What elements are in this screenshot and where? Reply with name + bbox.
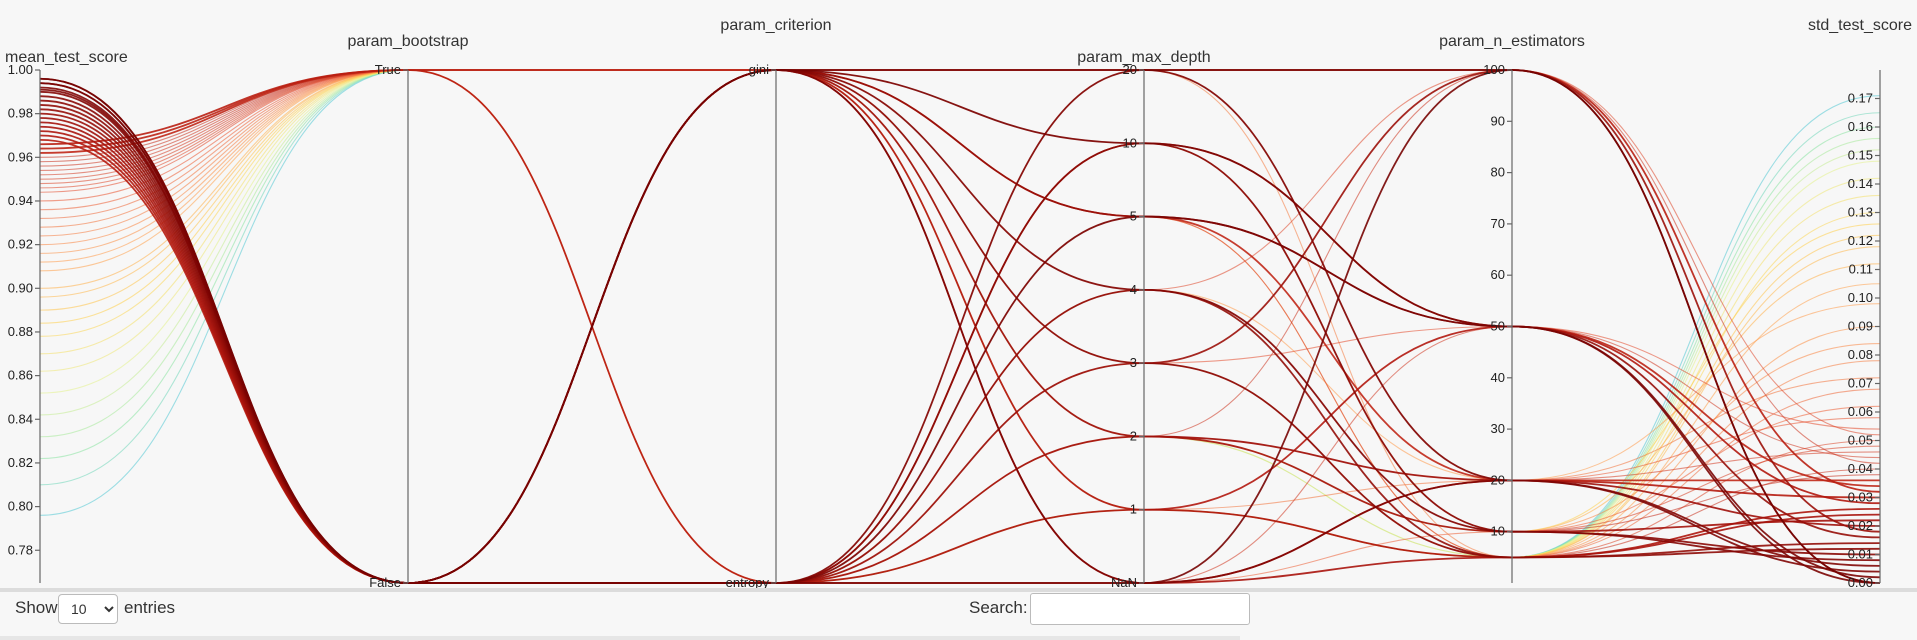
tick-label: 0.82 [8, 455, 33, 470]
tick-label: 0.00 [1848, 575, 1873, 588]
tick-label: NaN [1111, 575, 1137, 588]
tick-label: 50 [1491, 319, 1505, 334]
tick-label: 90 [1491, 113, 1505, 128]
tick-label: 0.86 [8, 368, 33, 383]
axis-title-param-criterion[interactable]: param_criterion [720, 17, 831, 34]
data-polyline [39, 69, 1881, 584]
entries-per-page-select[interactable]: 10 [58, 594, 118, 624]
tick-label: 1.00 [8, 62, 33, 77]
tick-label: 4 [1130, 282, 1137, 297]
tick-label: 20 [1123, 62, 1137, 77]
tick-label: gini [749, 62, 769, 77]
search-label: Search: [969, 598, 1028, 617]
table-top-border [0, 636, 1240, 640]
tick-label: 5 [1130, 209, 1137, 224]
tick-label: 0.02 [1848, 518, 1873, 533]
parallel-coordinates-plot[interactable]: mean_test_score 0.78 0.80 0.82 0.84 0.86 0.88 0… [0, 0, 1917, 588]
tick-label: 10 [1491, 524, 1505, 539]
tick-label: 100 [1483, 62, 1505, 77]
tick-label: 0.98 [8, 106, 33, 121]
tick-label: 0.06 [1848, 404, 1873, 419]
tick-label: 0.96 [8, 149, 33, 164]
data-polyline [39, 69, 1881, 533]
tick-label: 0.01 [1848, 547, 1873, 562]
plot-divider [0, 588, 1917, 592]
data-polyline [39, 69, 1881, 584]
tick-label: 0.94 [8, 193, 33, 208]
axis-title-param-bootstrap[interactable]: param_bootstrap [348, 33, 469, 50]
axis-title-param-max-depth[interactable]: param_max_depth [1077, 49, 1210, 66]
tick-label: 0.16 [1848, 119, 1873, 134]
tick-label: 0.92 [8, 237, 33, 252]
tick-label: 0.03 [1848, 490, 1873, 505]
table-controls: Show 10 entries Search: [0, 592, 1917, 640]
tick-label: 40 [1491, 370, 1505, 385]
tick-label: 0.80 [8, 499, 33, 514]
axis-title-std-test-score[interactable]: std_test_score [1808, 17, 1912, 34]
tick-label: 0.14 [1848, 176, 1873, 191]
tick-label: 80 [1491, 165, 1505, 180]
axis-title-param-n-estimators[interactable]: param_n_estimators [1439, 33, 1585, 50]
show-label: Show [15, 598, 58, 617]
tick-label: entropy [726, 575, 770, 588]
tick-label: 0.07 [1848, 376, 1873, 391]
entries-label: entries [124, 598, 176, 617]
data-polyline [39, 69, 1880, 482]
tick-label: 0.90 [8, 280, 33, 295]
data-polyline [39, 69, 1881, 533]
tick-label: False [369, 575, 401, 588]
tick-label: 0.88 [8, 324, 33, 339]
tick-label: 60 [1491, 267, 1505, 282]
data-polyline [39, 69, 1881, 493]
tick-label: 0.10 [1848, 290, 1873, 305]
tick-label: 0.17 [1848, 91, 1873, 106]
search-input[interactable] [1030, 593, 1250, 625]
tick-label: 0.15 [1848, 148, 1873, 163]
tick-label: 70 [1491, 216, 1505, 231]
axis-title-mean-test-score[interactable]: mean_test_score [5, 49, 128, 66]
axes-layer: mean_test_score 0.78 0.80 0.82 0.84 0.86 0.88 0… [5, 17, 1912, 588]
polylines-layer [39, 69, 1881, 584]
tick-label: 0.78 [8, 542, 33, 557]
tick-label: 0.05 [1848, 433, 1873, 448]
tick-label: 0.11 [1849, 262, 1873, 277]
tick-label: 0.13 [1848, 205, 1873, 220]
tick-label: 0.09 [1848, 319, 1873, 334]
tick-label: 0.04 [1848, 461, 1873, 476]
tick-label: 0.08 [1848, 347, 1873, 362]
tick-label: 20 [1491, 472, 1505, 487]
tick-label: 10 [1123, 135, 1137, 150]
tick-label: 2 [1130, 428, 1137, 443]
data-polyline [39, 69, 1881, 481]
tick-label: 3 [1130, 355, 1137, 370]
tick-label: True [375, 62, 401, 77]
tick-label: 0.84 [8, 411, 33, 426]
tick-label: 0.12 [1848, 233, 1873, 248]
plot-svg: mean_test_score 0.78 0.80 0.82 0.84 0.86 0.88 0… [5, 17, 1912, 588]
tick-label: 1 [1130, 502, 1137, 517]
tick-label: 30 [1491, 421, 1505, 436]
